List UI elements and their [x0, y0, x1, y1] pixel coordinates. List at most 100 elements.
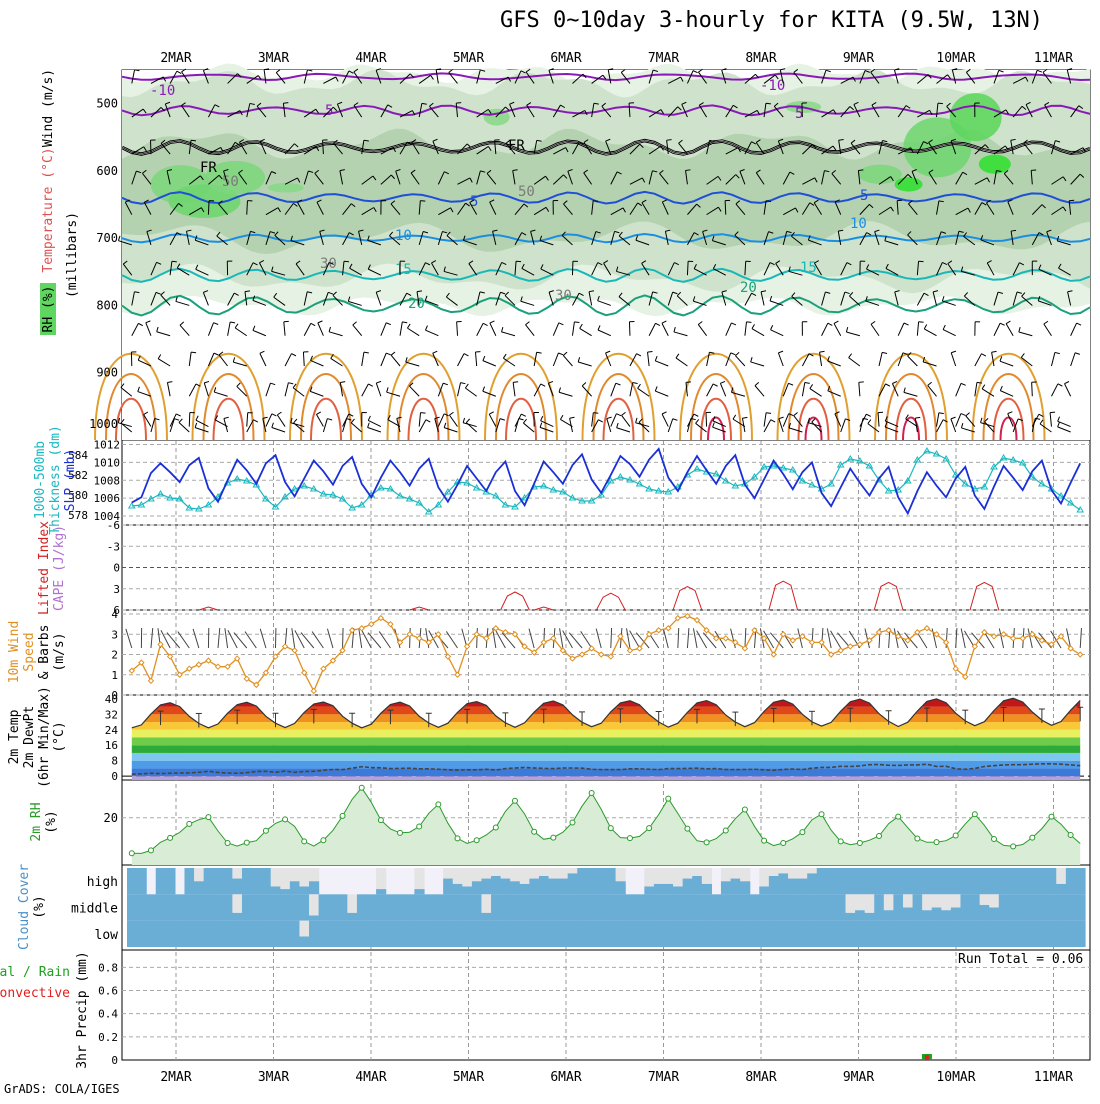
rh-point: [340, 813, 345, 818]
rh-point: [896, 814, 901, 819]
cloud-cell-low: [453, 921, 463, 947]
cloud-cell-high: [280, 889, 290, 894]
rh-point: [685, 826, 690, 831]
temp-fill: [122, 695, 1090, 780]
wind-barb-flag: [1069, 200, 1074, 201]
cloud-cell-high: [577, 868, 587, 894]
cloud-cell-gap: [299, 868, 309, 886]
cloud-cell-low: [788, 921, 798, 947]
li-ylabel: CAPE (J/kg): [52, 525, 67, 611]
date-label-top: 2MAR: [160, 51, 191, 66]
wind-speed-point: [359, 626, 364, 631]
cloud-cell-middle: [903, 908, 913, 921]
thickness-line: [132, 451, 1080, 512]
cloud-cell-middle: [625, 894, 635, 920]
lifted-index-curve: [673, 587, 702, 610]
cloud-cell-middle: [702, 894, 712, 920]
date-label-top: 5MAR: [453, 51, 484, 66]
wind-barb: [706, 413, 707, 427]
cloud-cell-gap: [989, 894, 999, 907]
temp-tick-label: 40: [105, 693, 118, 706]
cloud-cell-low: [913, 921, 923, 947]
cloud-cell-low: [893, 921, 903, 947]
cloud-cell-low: [501, 921, 511, 947]
cloud-cell-gap: [347, 894, 357, 912]
slp-tick-label: 1006: [94, 492, 121, 505]
cloud-cell-gap: [846, 894, 856, 912]
cloud-cell-low: [1037, 921, 1047, 947]
cloud-cell-high: [893, 868, 903, 894]
cloud-cell-gap: [491, 868, 501, 876]
pressure-tick-label: 900: [96, 366, 118, 380]
rh-point: [551, 835, 556, 840]
cloud-cell-low: [625, 921, 635, 947]
rh-point: [915, 836, 920, 841]
cloud-cell-gap: [798, 868, 808, 879]
cloud-cell-low: [731, 921, 741, 947]
temp-ylabel: 2m Temp: [7, 709, 22, 764]
cloud-cell-low: [702, 921, 712, 947]
rh-point: [1011, 844, 1016, 849]
wind-barb-10m: [126, 629, 132, 648]
cloud-cell-gap: [232, 868, 242, 879]
slp-tick-label: 1010: [94, 456, 121, 469]
temp-tick-label: 24: [105, 724, 119, 737]
temp-band: [122, 761, 1090, 769]
cloud-cell-low: [204, 921, 214, 947]
cloud-cell-middle: [635, 894, 645, 920]
rh-point: [857, 841, 862, 846]
li-tick-label: -3: [107, 540, 120, 553]
cloud-cell-gap: [453, 868, 463, 884]
cloud-cell-low: [290, 921, 300, 947]
cloud-cell-high: [788, 879, 798, 895]
cloud-cell-middle: [788, 894, 798, 920]
cloud-cell-middle: [587, 894, 597, 920]
cloud-cell-low: [740, 921, 750, 947]
cloud-cell-gap: [520, 868, 530, 884]
wind-barb-10m: [1080, 628, 1081, 648]
wind-barb-10m: [687, 628, 688, 648]
cloud-cell-low: [549, 921, 559, 947]
cloud-cell-gap: [529, 868, 539, 879]
rh-point: [283, 817, 288, 822]
wind-speed-point: [1001, 632, 1006, 637]
cloud-cell-high: [683, 879, 693, 895]
cloud-cell-low: [213, 921, 223, 947]
wind-barb-flag: [191, 140, 196, 141]
date-label-top: 6MAR: [550, 51, 581, 66]
cloud-cell-high: [606, 868, 616, 894]
temp-ylabel: (6hr Min/Max): [37, 686, 52, 788]
wind-speed-point: [196, 662, 201, 667]
rh-point: [608, 826, 613, 831]
precip-convective-bar: [925, 1055, 929, 1060]
rh-point: [972, 812, 977, 817]
cloud-cell-low: [932, 921, 942, 947]
isotherm-label: 30: [555, 288, 572, 304]
cloud-cell-low: [261, 921, 271, 947]
cloud-cell-low: [1056, 921, 1066, 947]
rh-point: [838, 839, 843, 844]
wind-barb-10m: [225, 628, 228, 648]
cloud-cell-high: [740, 881, 750, 894]
cloud-cell-low: [759, 921, 769, 947]
date-label-bottom: 6MAR: [550, 1070, 581, 1085]
wind-speed-point: [1020, 636, 1025, 641]
cloud-cell-low: [357, 921, 367, 947]
cloud-cell-middle: [836, 894, 846, 920]
rh-point: [934, 840, 939, 845]
pressure-tick-label: 700: [96, 231, 118, 245]
wind-tick-label: 3: [111, 628, 118, 641]
cloud-cell-low: [252, 921, 262, 947]
wind-barb-10m: [611, 628, 612, 648]
cloud-cell-gap: [510, 868, 520, 881]
cloud-cell-middle: [252, 894, 262, 920]
isotherm-label: -10: [760, 78, 785, 94]
cloud-cell-high: [980, 868, 990, 894]
cloud-cell-middle: [175, 894, 185, 920]
cloud-cell-high: [884, 868, 894, 894]
cloud-cell-high: [165, 868, 175, 894]
isotherm-label: 20: [740, 280, 757, 296]
isotherm-label: -10: [150, 83, 175, 99]
rh-point: [704, 840, 709, 845]
